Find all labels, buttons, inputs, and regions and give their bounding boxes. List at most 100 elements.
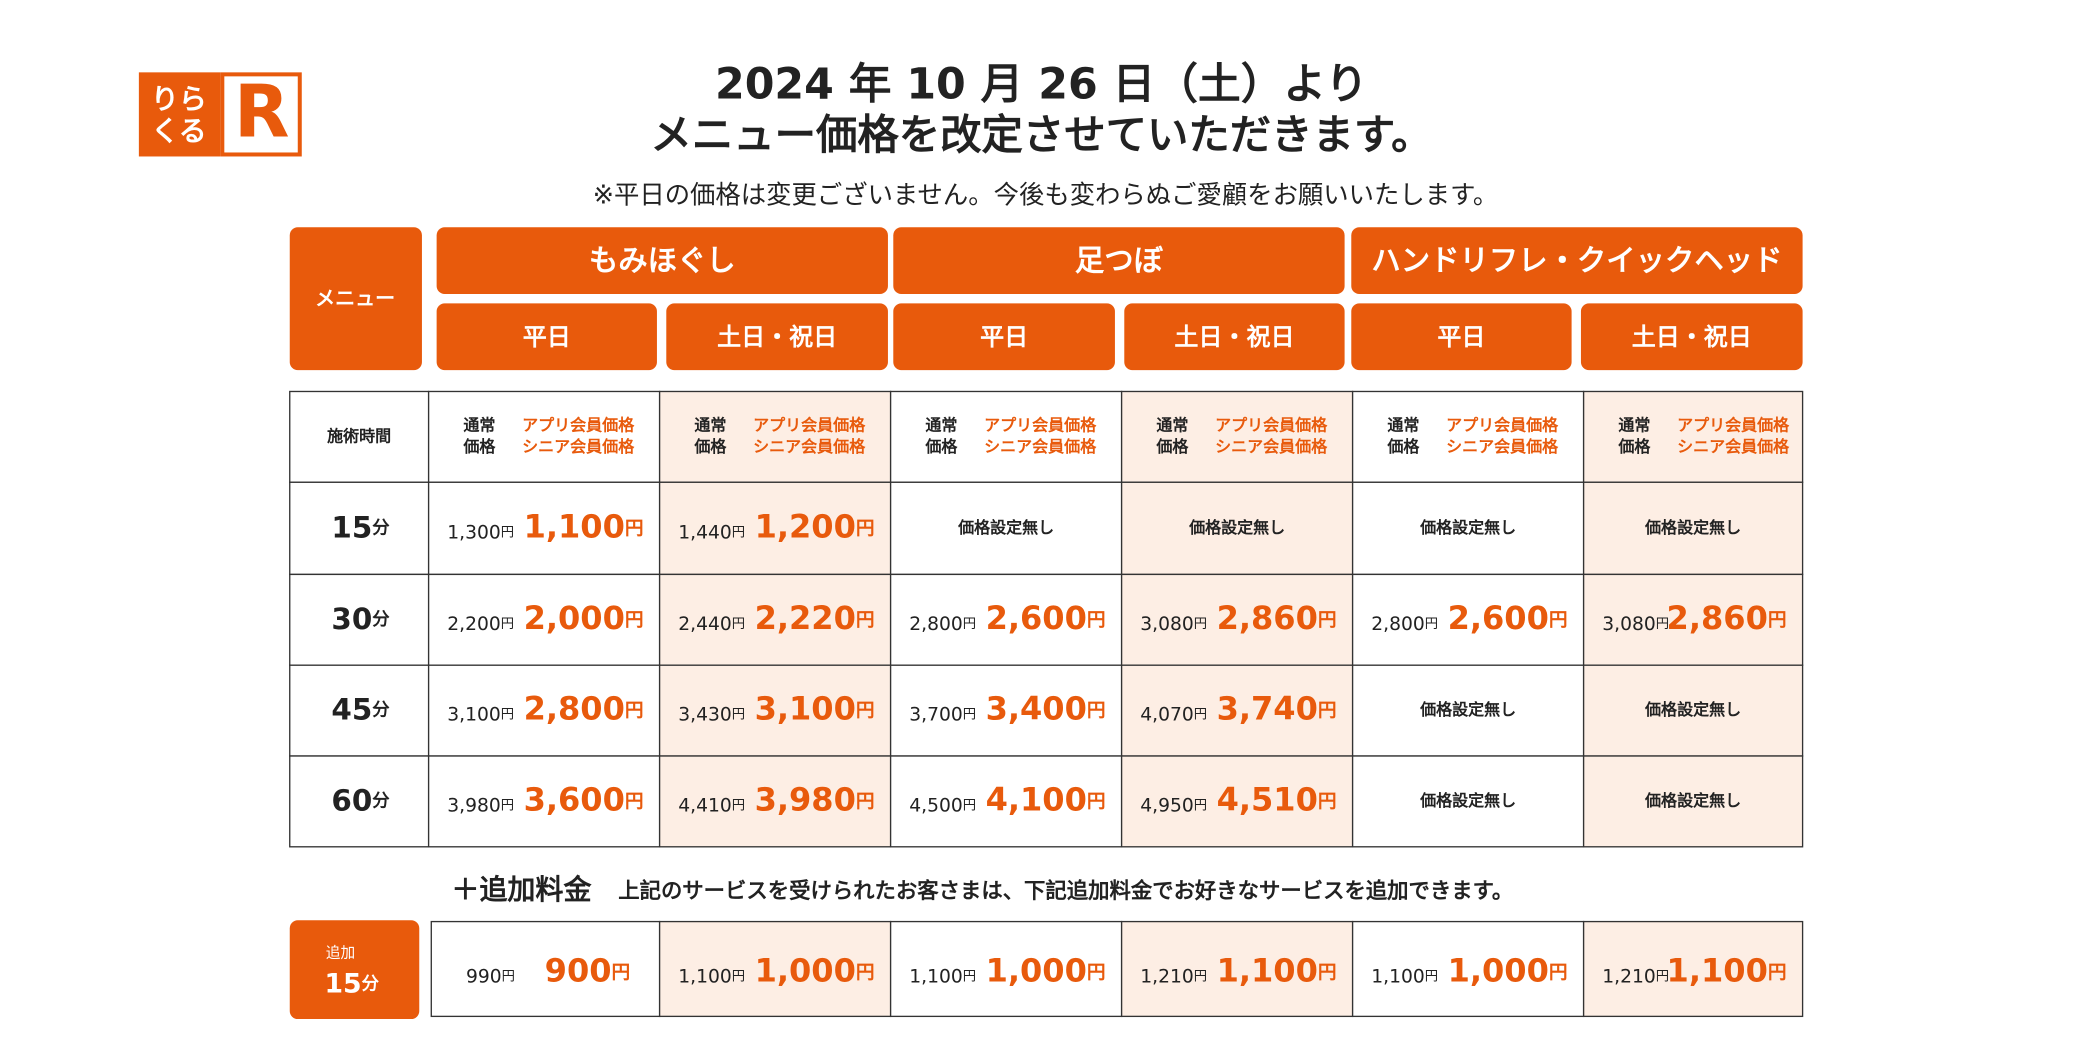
no-price: 価格設定無し xyxy=(1419,518,1516,537)
member-price-part: 円 xyxy=(625,609,644,630)
cell xyxy=(889,390,1123,483)
member-price-part: 3,740 xyxy=(1217,690,1318,728)
regular-label: 価格 xyxy=(1386,437,1420,456)
member-label: アプリ会員価格 xyxy=(1677,416,1790,435)
member-price: 1,000円 xyxy=(755,951,875,989)
member-price-part: 円 xyxy=(856,518,875,539)
regular-label: 通常 xyxy=(463,416,495,435)
regular-price-part: 円 xyxy=(501,798,514,813)
no-price: 価格設定無し xyxy=(1644,700,1741,719)
member-price-part: 3,100 xyxy=(755,690,856,728)
duration-part: 15 xyxy=(331,510,372,544)
member-price-part: 1,100 xyxy=(524,507,625,545)
member-label: シニア会員価格 xyxy=(753,437,866,456)
member-price-part: 2,220 xyxy=(755,599,856,637)
cell xyxy=(1351,920,1585,1018)
cell xyxy=(427,573,661,666)
cell xyxy=(1582,755,1804,848)
member-price: 4,100円 xyxy=(986,780,1106,818)
day-label: 土日・祝日 xyxy=(717,323,837,351)
cell xyxy=(427,755,661,848)
regular-price: 3,080円 xyxy=(1140,613,1207,634)
member-label: シニア会員価格 xyxy=(1215,437,1328,456)
member-price: 1,200円 xyxy=(755,507,875,545)
day-header xyxy=(1580,303,1803,371)
duration-part: 分 xyxy=(372,610,390,630)
group-name: ハンドリフレ・クイックヘッド xyxy=(1371,243,1782,277)
no-price: 価格設定無し xyxy=(1419,791,1516,810)
member-label: シニア会員価格 xyxy=(1677,437,1790,456)
cell xyxy=(289,481,430,576)
regular-price-part: 円 xyxy=(732,525,745,540)
member-price-part: 円 xyxy=(1087,962,1106,983)
cell xyxy=(1351,755,1585,848)
member-label: アプリ会員価格 xyxy=(753,416,866,435)
regular-price: 1,440円 xyxy=(678,522,745,543)
regular-price: 4,070円 xyxy=(1140,704,1207,725)
regular-price-part: 1,210 xyxy=(1140,966,1194,987)
addon-duration: 15分 xyxy=(324,968,379,999)
regular-price: 990円 xyxy=(466,966,515,987)
regular-label: 価格 xyxy=(462,437,496,456)
regular-price-part: 円 xyxy=(963,969,976,984)
regular-price-part: 4,500 xyxy=(909,795,962,816)
member-price: 2,800円 xyxy=(524,690,644,728)
duration: 30分 xyxy=(331,601,390,635)
member-price: 2,600円 xyxy=(986,599,1106,637)
cell xyxy=(1351,390,1585,483)
regular-price-part: 円 xyxy=(732,708,745,723)
regular-price: 4,410円 xyxy=(678,795,745,816)
regular-price-part: 円 xyxy=(963,708,976,723)
member-label: アプリ会員価格 xyxy=(522,416,635,435)
regular-price-part: 3,700 xyxy=(909,704,962,725)
cell xyxy=(289,390,430,483)
time-label: 施術時間 xyxy=(327,426,391,445)
member-price-part: 4,100 xyxy=(986,780,1087,818)
regular-price-part: 3,430 xyxy=(678,704,732,725)
duration-part: 分 xyxy=(372,701,390,721)
no-price: 価格設定無し xyxy=(1644,791,1741,810)
member-price: 2,860円 xyxy=(1667,599,1787,637)
duration: 60分 xyxy=(331,783,390,817)
regular-price-part: 2,200 xyxy=(447,613,501,634)
regular-label: 価格 xyxy=(1155,437,1189,456)
member-price-part: 2,860 xyxy=(1667,599,1768,637)
regular-price: 3,980円 xyxy=(447,795,514,816)
group-header xyxy=(893,227,1345,295)
regular-label: 通常 xyxy=(1156,416,1188,435)
regular-price: 2,800円 xyxy=(1371,613,1438,634)
regular-price-part: 1,100 xyxy=(1371,966,1425,987)
member-price-part: 1,000 xyxy=(1448,951,1549,989)
regular-price: 2,440円 xyxy=(678,613,745,634)
day-label: 平日 xyxy=(980,323,1028,351)
regular-price-part: 円 xyxy=(501,617,514,632)
member-price-part: 3,400 xyxy=(986,690,1087,728)
regular-price-part: 円 xyxy=(501,708,514,723)
cell xyxy=(889,920,1123,1018)
member-price-part: 1,100 xyxy=(1667,951,1768,989)
member-price: 1,100円 xyxy=(1217,951,1337,989)
cell xyxy=(658,481,892,576)
regular-price-part: 円 xyxy=(1656,617,1669,632)
addon-title: ＋追加料金 xyxy=(451,873,592,906)
regular-price: 3,080円 xyxy=(1602,613,1669,634)
cell xyxy=(1582,481,1804,576)
regular-price-part: 1,100 xyxy=(909,966,962,987)
group-header xyxy=(1351,227,1803,295)
member-price-part: 2,600 xyxy=(986,599,1087,637)
cell xyxy=(889,755,1123,848)
logo-box xyxy=(138,72,221,157)
member-price-part: 2,000 xyxy=(524,599,625,637)
cell xyxy=(1582,573,1804,666)
member-price-part: 1,200 xyxy=(755,507,856,545)
cell xyxy=(1582,390,1804,483)
cell xyxy=(430,920,661,1018)
regular-price-part: 円 xyxy=(1656,969,1669,984)
cell xyxy=(427,390,661,483)
cell xyxy=(1351,481,1585,576)
cell xyxy=(658,573,892,666)
addon-duration-part: 分 xyxy=(362,974,380,994)
member-price-part: 円 xyxy=(1768,962,1787,983)
regular-price-part: 円 xyxy=(963,798,976,813)
regular-price-part: 円 xyxy=(502,969,515,984)
